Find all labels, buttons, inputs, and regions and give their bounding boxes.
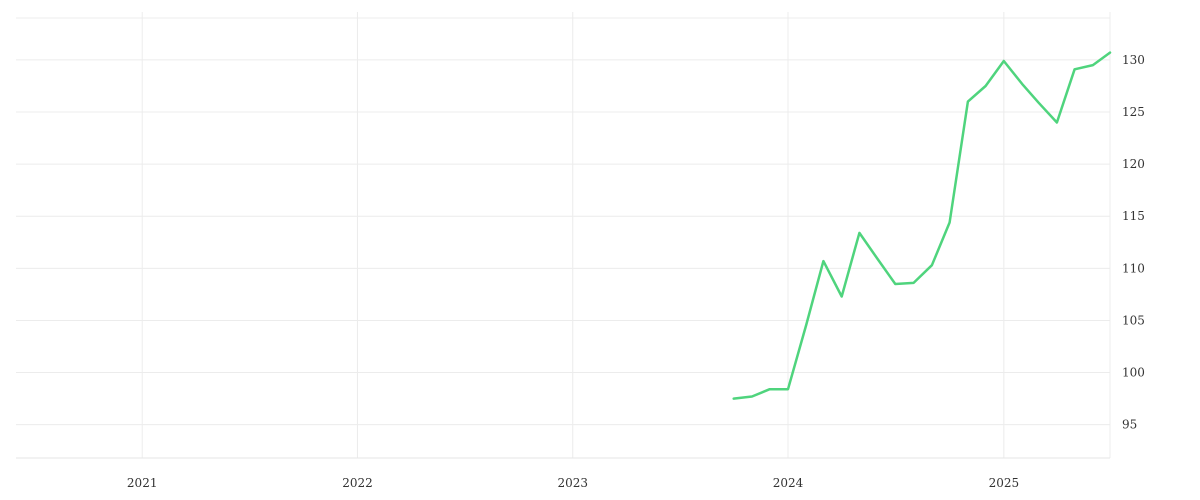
x-tick-label: 2025: [989, 476, 1020, 490]
y-tick-label: 110: [1122, 261, 1145, 275]
series-group: [732, 51, 1112, 400]
series-line: [732, 51, 1112, 400]
y-tick-labels: 95 100 105 110 115 120 125 130: [1122, 53, 1145, 432]
x-grid: [141, 12, 1111, 458]
x-tick-labels: 2021 2022 2023 2024 2025: [127, 476, 1019, 490]
x-tick-label: 2021: [127, 476, 158, 490]
y-tick-label: 130: [1122, 53, 1145, 67]
x-tick-label: 2022: [342, 476, 373, 490]
y-tick-label: 125: [1122, 105, 1145, 119]
y-tick-label: 95: [1122, 418, 1137, 432]
y-tick-label: 120: [1122, 157, 1145, 171]
x-tick-label: 2023: [557, 476, 588, 490]
y-tick-label: 105: [1122, 313, 1145, 327]
x-tick-label: 2024: [773, 476, 804, 490]
y-tick-label: 115: [1122, 209, 1145, 223]
y-tick-label: 100: [1122, 366, 1145, 380]
y-grid: [16, 17, 1110, 426]
